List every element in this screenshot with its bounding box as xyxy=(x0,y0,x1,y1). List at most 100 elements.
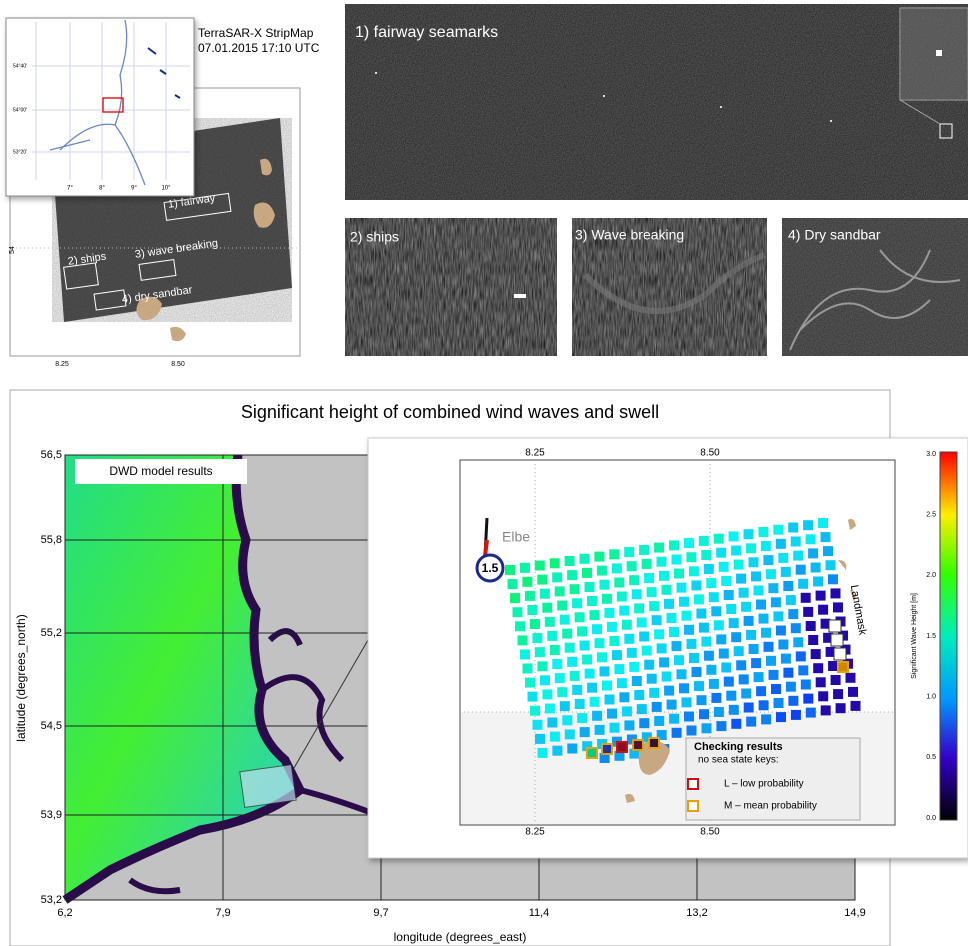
model-cell xyxy=(612,563,622,573)
y-axis-label: latitude (degrees_north) xyxy=(14,614,28,741)
y-tick-label: 55,2 xyxy=(41,627,62,639)
model-cell xyxy=(619,692,629,702)
model-cell xyxy=(634,690,644,700)
y-tick-label: 55,8 xyxy=(41,534,62,546)
model-cell xyxy=(778,640,788,650)
model-cell xyxy=(565,729,575,739)
model-cell xyxy=(528,692,538,702)
model-cell xyxy=(597,652,607,662)
model-cell xyxy=(547,718,557,728)
tick-label: 8.50 xyxy=(700,448,720,459)
model-cell xyxy=(552,572,562,582)
model-cell xyxy=(525,678,535,688)
model-cell xyxy=(654,629,664,639)
model-cell xyxy=(575,699,585,709)
model-cell xyxy=(682,697,692,707)
model-cell xyxy=(706,665,716,675)
model-cell xyxy=(766,569,776,579)
model-cell xyxy=(746,630,756,640)
model-cell xyxy=(624,547,634,557)
model-cell xyxy=(550,558,560,568)
model-cell xyxy=(771,597,781,607)
model-cell xyxy=(751,658,761,668)
model-cell xyxy=(634,603,644,613)
model-cell xyxy=(759,700,769,710)
model-cell xyxy=(719,562,729,572)
area-marker xyxy=(240,765,297,808)
model-cell xyxy=(808,635,818,645)
model-cell xyxy=(793,551,803,561)
model-cell xyxy=(721,663,731,673)
model-cell xyxy=(637,618,647,628)
model-cell xyxy=(778,553,788,563)
model-cell xyxy=(684,538,694,548)
model-cell xyxy=(595,725,605,735)
colorbar-label: Significant Wave Height [m] xyxy=(911,593,918,679)
model-cell xyxy=(692,667,702,677)
model-cell xyxy=(796,651,806,661)
model-cell xyxy=(672,728,682,738)
model-cell xyxy=(706,578,716,588)
model-cell xyxy=(562,629,572,639)
model-cell xyxy=(803,607,813,617)
model-cell xyxy=(567,744,577,754)
model-cell xyxy=(699,623,709,633)
model-cell xyxy=(691,580,701,590)
model-cell xyxy=(734,560,744,570)
model-cell xyxy=(826,560,836,570)
model-cell xyxy=(791,710,801,720)
model-cell xyxy=(570,671,580,681)
model-cell xyxy=(605,695,615,705)
model-cell xyxy=(649,688,659,698)
model-cell xyxy=(617,678,627,688)
model-cell xyxy=(577,713,587,723)
model-cell xyxy=(590,697,600,707)
model-cell xyxy=(647,674,657,684)
model-cell xyxy=(619,606,629,616)
model-cell xyxy=(699,709,709,719)
model-cell xyxy=(542,603,552,613)
model-cell xyxy=(532,633,542,643)
figure: 1) fairway 2) ships 3) wave breaking 4) … xyxy=(0,0,968,946)
datetime: 07.01.2015 17:10 UTC xyxy=(198,41,320,55)
model-cell xyxy=(761,628,771,638)
checked-cells xyxy=(587,748,597,758)
model-cell xyxy=(811,563,821,573)
model-cell xyxy=(776,539,786,549)
model-cell xyxy=(786,595,796,605)
tick-label: 54 xyxy=(9,246,16,254)
model-cell xyxy=(801,593,811,603)
model-cell xyxy=(739,674,749,684)
model-cell xyxy=(580,554,590,564)
colorbar-tick-label: 0.0 xyxy=(926,815,936,822)
model-cell xyxy=(704,564,714,574)
model-cell xyxy=(552,746,562,756)
model-cell xyxy=(610,723,620,733)
model-cell xyxy=(731,719,741,729)
model-cell xyxy=(716,548,726,558)
model-cell xyxy=(754,586,764,596)
model-cell xyxy=(627,561,637,571)
model-cell xyxy=(632,676,642,686)
model-cell xyxy=(744,703,754,713)
model-cell xyxy=(657,557,667,567)
model-cell xyxy=(592,624,602,634)
model-cell xyxy=(629,575,639,585)
model-cell xyxy=(637,704,647,714)
model-cell xyxy=(644,573,654,583)
model-cell xyxy=(674,569,684,579)
model-cell xyxy=(515,621,525,631)
model-cell xyxy=(729,618,739,628)
model-cell xyxy=(724,590,734,600)
model-cell xyxy=(701,637,711,647)
model-cell xyxy=(580,727,590,737)
model-cell xyxy=(848,687,858,697)
model-cell xyxy=(813,663,823,673)
model-cell xyxy=(510,593,520,603)
model-cell xyxy=(813,577,823,587)
model-cell xyxy=(560,701,570,711)
model-cell xyxy=(687,639,697,649)
model-cell xyxy=(756,600,766,610)
y-tick-label: 53,9 xyxy=(41,809,62,821)
model-cell xyxy=(761,714,771,724)
